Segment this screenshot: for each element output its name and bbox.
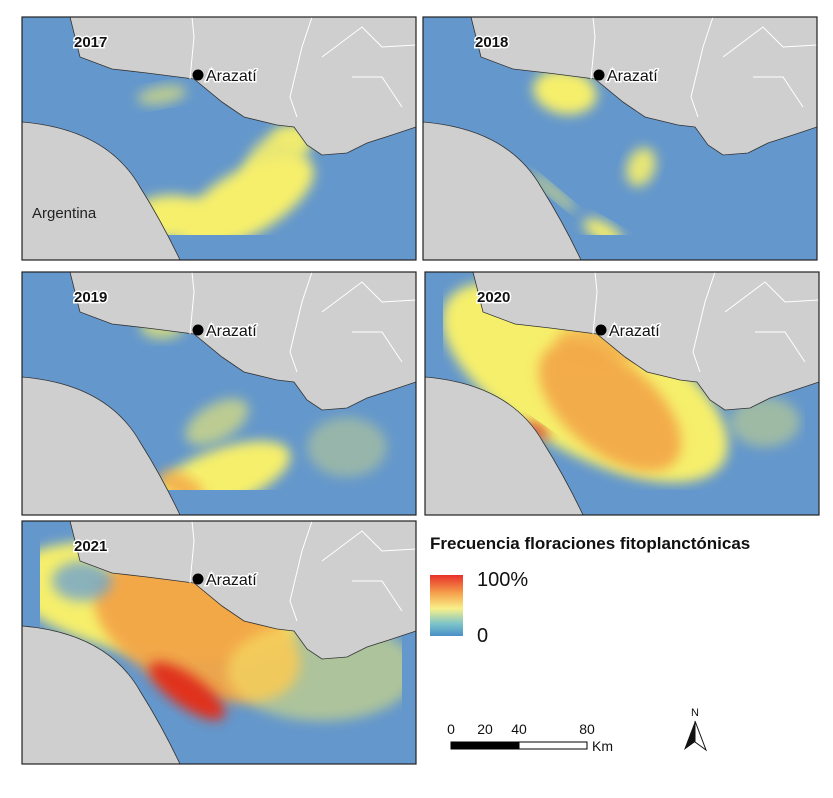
- place-label: Arazatí: [607, 68, 658, 85]
- panel-frame: [422, 16, 818, 261]
- map-panel: 2019 Arazatí: [21, 271, 417, 516]
- north-label: N: [691, 707, 699, 719]
- scale-segment: [450, 741, 486, 750]
- bloom: [52, 561, 112, 601]
- year-label: 2018: [475, 34, 508, 51]
- year-label: 2020: [477, 289, 510, 306]
- place-marker: [192, 573, 204, 585]
- panel-frame: [424, 271, 820, 516]
- year-label: 2017: [74, 34, 107, 51]
- bloom: [137, 85, 187, 105]
- year-label: 2019: [74, 289, 107, 306]
- panel-frame: [21, 520, 417, 765]
- year-label: 2021: [74, 538, 107, 555]
- legend-title: Frecuencia floraciones fitoplanctónicas: [430, 534, 750, 553]
- bloom: [626, 147, 656, 187]
- bloom-layer: [529, 69, 656, 235]
- legend-ramp: [430, 575, 463, 636]
- place-marker: [192, 324, 204, 336]
- legend-max: 100%: [477, 569, 528, 591]
- bloom: [529, 172, 577, 212]
- map-panel: 2021 Arazatí: [21, 520, 417, 765]
- bloom: [159, 470, 205, 490]
- panel-frame: [21, 16, 417, 261]
- bloom: [583, 218, 623, 235]
- map-panel: 2020 Arazatí: [424, 271, 820, 516]
- place-label: Arazatí: [206, 323, 257, 340]
- place-marker: [593, 69, 605, 81]
- legend-min: 0: [477, 625, 488, 647]
- scale-tick-label: 40: [511, 721, 527, 737]
- scale-segment: [484, 741, 520, 750]
- bloom: [185, 398, 249, 446]
- scale-tick-label: 80: [579, 721, 595, 737]
- north-arrow: N: [684, 707, 708, 752]
- country-label: Argentina: [32, 205, 97, 222]
- panel-frame: [21, 271, 417, 516]
- scale-tick-label: 0: [447, 721, 455, 737]
- place-marker: [595, 324, 607, 336]
- bloom: [149, 662, 225, 720]
- place-marker: [192, 69, 204, 81]
- bloom: [307, 417, 387, 477]
- map-panel: 2017 Arazatí Argentina: [21, 16, 417, 261]
- scale-tick-label: 20: [477, 721, 493, 737]
- bloom: [533, 69, 597, 115]
- place-label: Arazatí: [609, 323, 660, 340]
- place-label: Arazatí: [206, 68, 257, 85]
- scale-unit: Km: [592, 738, 613, 754]
- bloom: [538, 342, 682, 472]
- place-label: Arazatí: [206, 572, 257, 589]
- scale-segment: [518, 741, 588, 750]
- map-panel: 2018 Arazatí: [422, 16, 818, 261]
- bloom: [730, 397, 800, 447]
- bloom: [153, 440, 291, 490]
